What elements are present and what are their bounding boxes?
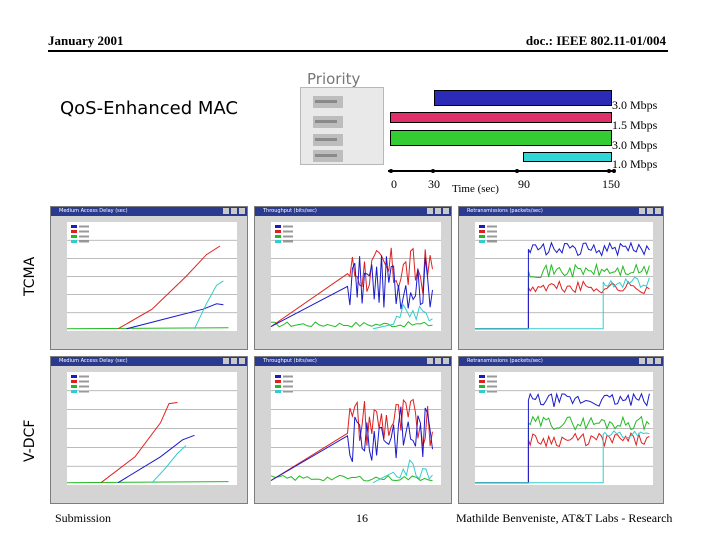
header-rule [48,50,668,52]
flow-bar-2 [390,112,612,123]
flow-rate-2: 1.5 Mbps [612,118,658,132]
priority-legend-thumbnail [300,87,384,165]
tick-label-90: 90 [518,177,530,191]
flow-bar-4 [523,152,612,162]
plot-window-vdcf-throughput: Throughput (bits/sec) [254,356,452,504]
header-date: January 2001 [48,33,124,48]
plot-tcma-throughput [255,216,451,349]
plot-vdcf-retransmission [459,366,663,503]
tick-label-0: 0 [391,177,397,191]
flow-rate-1: 3.0 Mbps [612,98,658,112]
tick-dot [607,169,611,173]
plot-window-tcma-throughput: Throughput (bits/sec) [254,206,452,350]
slide-title: QoS-Enhanced MAC [60,98,238,119]
legend-entry-icon [313,150,343,162]
tick-dot [389,169,393,173]
tick-dot [612,169,616,173]
legend-entry-icon [313,134,343,146]
timeline-axis [388,170,614,172]
footer-submission: Submission [55,511,112,525]
plot-tcma-retransmission [459,216,663,349]
flow-bar-3 [390,130,612,146]
plot-vdcf-throughput [255,366,451,503]
plot-window-tcma-retransmission: Retransmissions (packets/sec) [458,206,664,350]
footer-author: Mathilde Benveniste, AT&T Labs - Researc… [456,511,673,525]
flow-rate-3: 3.0 Mbps [612,138,658,152]
tick-label-150: 150 [602,177,620,191]
plot-tcma-delay [51,216,247,349]
header-doc-id: doc.: IEEE 802.11-01/004 [525,33,666,48]
priority-label: Priority [307,70,361,88]
tick-label-30: 30 [428,177,440,191]
tick-dot [515,169,519,173]
plot-window-vdcf-retransmission: Retransmissions (packets/sec) [458,356,664,504]
legend-entry-icon [313,116,343,128]
timeline-axis-label: Time (sec) [452,183,499,195]
row-label-vdcf: V-DCF [22,419,38,462]
legend-entry-icon [313,96,343,108]
plot-window-vdcf-delay: Medium Access Delay (sec) [50,356,248,504]
footer-page-number: 16 [356,511,368,525]
flow-bar-1 [434,90,612,106]
tick-dot [431,169,435,173]
plot-window-tcma-delay: Medium Access Delay (sec) [50,206,248,350]
row-label-tcma: TCMA [22,256,38,296]
plot-vdcf-delay [51,366,247,503]
flow-rate-4: 1.0 Mbps [612,157,658,171]
